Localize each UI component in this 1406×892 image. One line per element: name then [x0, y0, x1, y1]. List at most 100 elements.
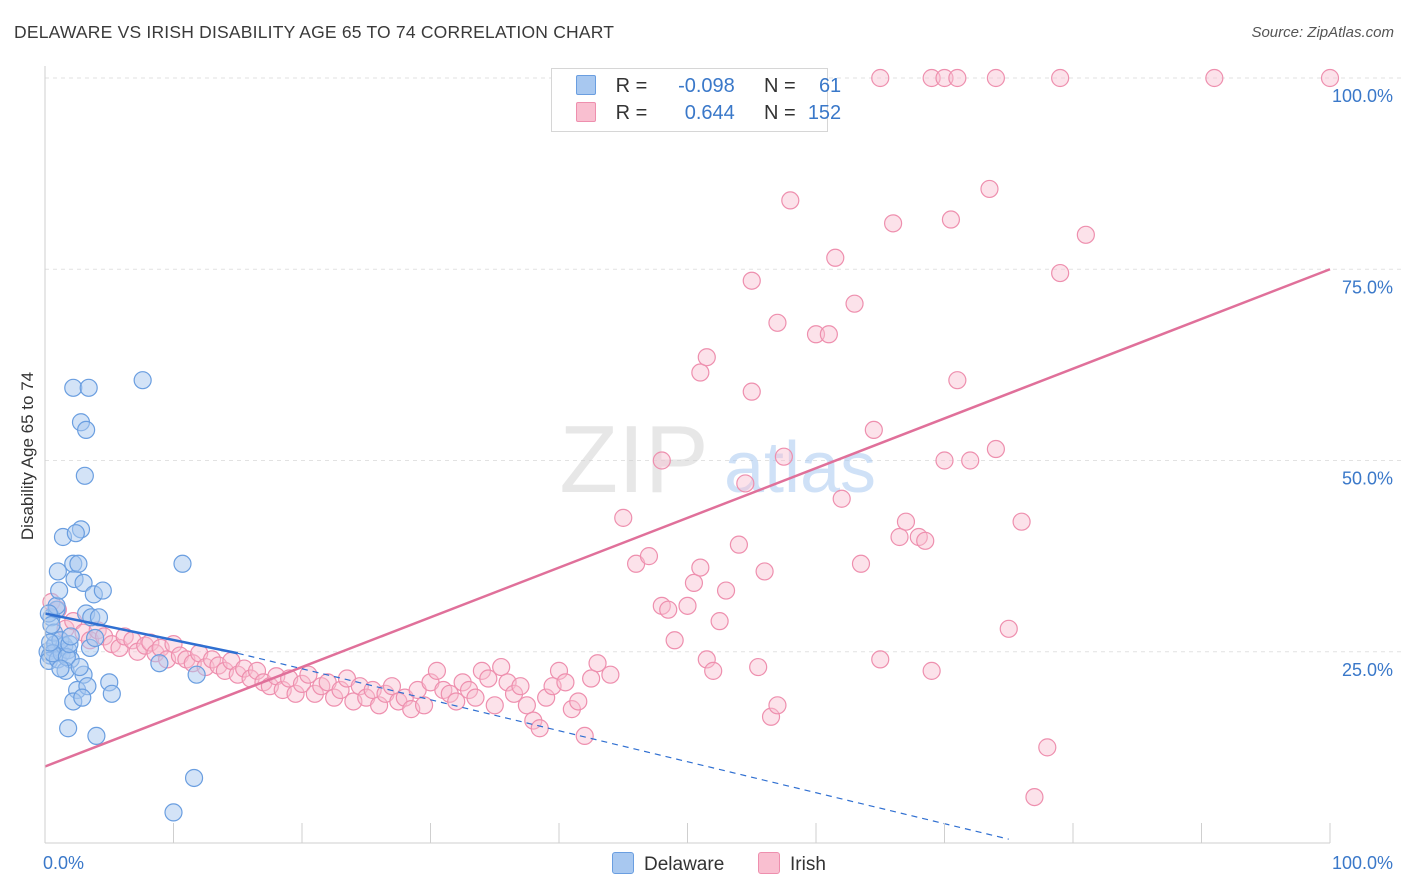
- irish-point: [639, 547, 659, 566]
- irish-point: [896, 512, 916, 531]
- legend-row-delaware: R = -0.098 N = 61: [576, 75, 841, 101]
- irish-point: [845, 294, 864, 313]
- delaware-point: [74, 573, 93, 593]
- irish-point: [569, 692, 588, 711]
- legend-r-value-delaware: -0.098: [678, 75, 735, 97]
- delaware-point: [48, 562, 67, 581]
- delaware-point: [64, 378, 83, 397]
- irish-point: [819, 325, 838, 344]
- irish-point: [479, 669, 498, 688]
- irish-point: [961, 451, 980, 470]
- irish-point: [537, 688, 556, 707]
- legend-n-label: N =: [763, 75, 796, 97]
- delaware-point: [42, 615, 61, 635]
- irish-point: [697, 650, 716, 669]
- legend-n-value-irish: 152: [807, 102, 842, 124]
- irish-point: [871, 68, 890, 88]
- irish-point: [851, 554, 871, 573]
- irish-point: [1051, 68, 1070, 88]
- irish-point: [922, 68, 941, 88]
- legend-row-irish: R = 0.644 N = 152: [576, 102, 841, 128]
- irish-point: [665, 631, 684, 650]
- irish-point: [697, 348, 716, 367]
- irish-point: [1038, 738, 1057, 757]
- irish-point: [935, 68, 954, 88]
- irish-point: [517, 696, 536, 715]
- delaware-point: [41, 633, 60, 652]
- bottom-legend-irish[interactable]: Irish: [758, 852, 826, 876]
- irish-point: [382, 677, 402, 696]
- legend-n-label: N =: [763, 102, 796, 124]
- irish-point: [678, 596, 697, 615]
- irish-point: [556, 673, 575, 692]
- delaware-trend-line: [44, 612, 239, 655]
- tick-labels: 25.0% 50.0% 75.0% 100.0% 0.0% 100.0%: [43, 86, 1393, 873]
- y-tick-label: 50.0%: [1342, 469, 1393, 489]
- irish-point: [614, 508, 633, 527]
- delaware-point: [50, 581, 69, 600]
- irish-point: [370, 696, 389, 715]
- bottom-legend-delaware[interactable]: Delaware: [612, 852, 724, 876]
- irish-point: [768, 313, 787, 332]
- legend-swatch-delaware: [576, 75, 596, 95]
- y-tick-label: 75.0%: [1342, 277, 1393, 297]
- y-tick-label: 100.0%: [1332, 86, 1393, 106]
- irish-point: [292, 674, 312, 693]
- delaware-point: [173, 554, 192, 573]
- legend-n-value-delaware: 61: [818, 75, 842, 97]
- irish-point: [1012, 512, 1031, 531]
- irish-point: [761, 707, 781, 726]
- irish-point: [806, 325, 826, 344]
- irish-point: [652, 451, 671, 470]
- delaware-points: [38, 371, 206, 822]
- irish-point: [755, 562, 774, 581]
- delaware-point: [51, 659, 70, 678]
- irish-point: [999, 619, 1018, 638]
- x-tick-label: 0.0%: [43, 853, 84, 873]
- irish-point: [427, 661, 447, 680]
- irish-point: [582, 669, 601, 688]
- irish-point: [136, 636, 155, 655]
- delaware-point: [73, 688, 92, 707]
- delaware-point: [70, 657, 89, 677]
- stats-legend: R = -0.098 N = 61 R = 0.644 N = 152: [551, 68, 841, 132]
- delaware-point: [164, 803, 183, 822]
- delaware-point: [59, 719, 78, 738]
- delaware-point: [93, 581, 112, 600]
- irish-point: [916, 531, 935, 550]
- irish-point: [716, 581, 736, 600]
- watermark: ZIP atlas: [559, 406, 876, 513]
- irish-point: [883, 214, 903, 233]
- irish-point: [948, 68, 967, 88]
- irish-point: [575, 726, 594, 746]
- irish-point: [1320, 68, 1340, 88]
- delaware-point: [87, 726, 106, 746]
- irish-point: [601, 665, 620, 684]
- irish-point: [549, 661, 569, 680]
- irish-point: [832, 489, 851, 508]
- bottom-legend-label-irish: Irish: [790, 854, 826, 875]
- watermark-zip: ZIP: [559, 406, 708, 513]
- irish-point: [331, 680, 350, 700]
- irish-point: [492, 657, 511, 677]
- irish-point: [922, 661, 941, 680]
- irish-point: [742, 382, 761, 401]
- irish-point: [1025, 787, 1044, 807]
- irish-point: [659, 600, 678, 619]
- source-label: Source: ZipAtlas.com: [1251, 24, 1394, 41]
- irish-point: [710, 612, 729, 631]
- irish-point: [684, 573, 704, 593]
- delaware-point: [187, 665, 206, 684]
- legend-swatch-irish: [576, 102, 596, 122]
- axes: [44, 66, 1331, 844]
- irish-point: [826, 248, 845, 267]
- delaware-point: [150, 654, 169, 673]
- y-tick-label: 25.0%: [1342, 660, 1393, 680]
- delaware-point: [86, 628, 105, 648]
- bottom-legend-label-delaware: Delaware: [644, 854, 725, 875]
- irish-point: [447, 692, 466, 711]
- irish-point: [986, 439, 1006, 459]
- bottom-legend-swatch-delaware: [612, 852, 634, 874]
- delaware-point: [75, 466, 94, 485]
